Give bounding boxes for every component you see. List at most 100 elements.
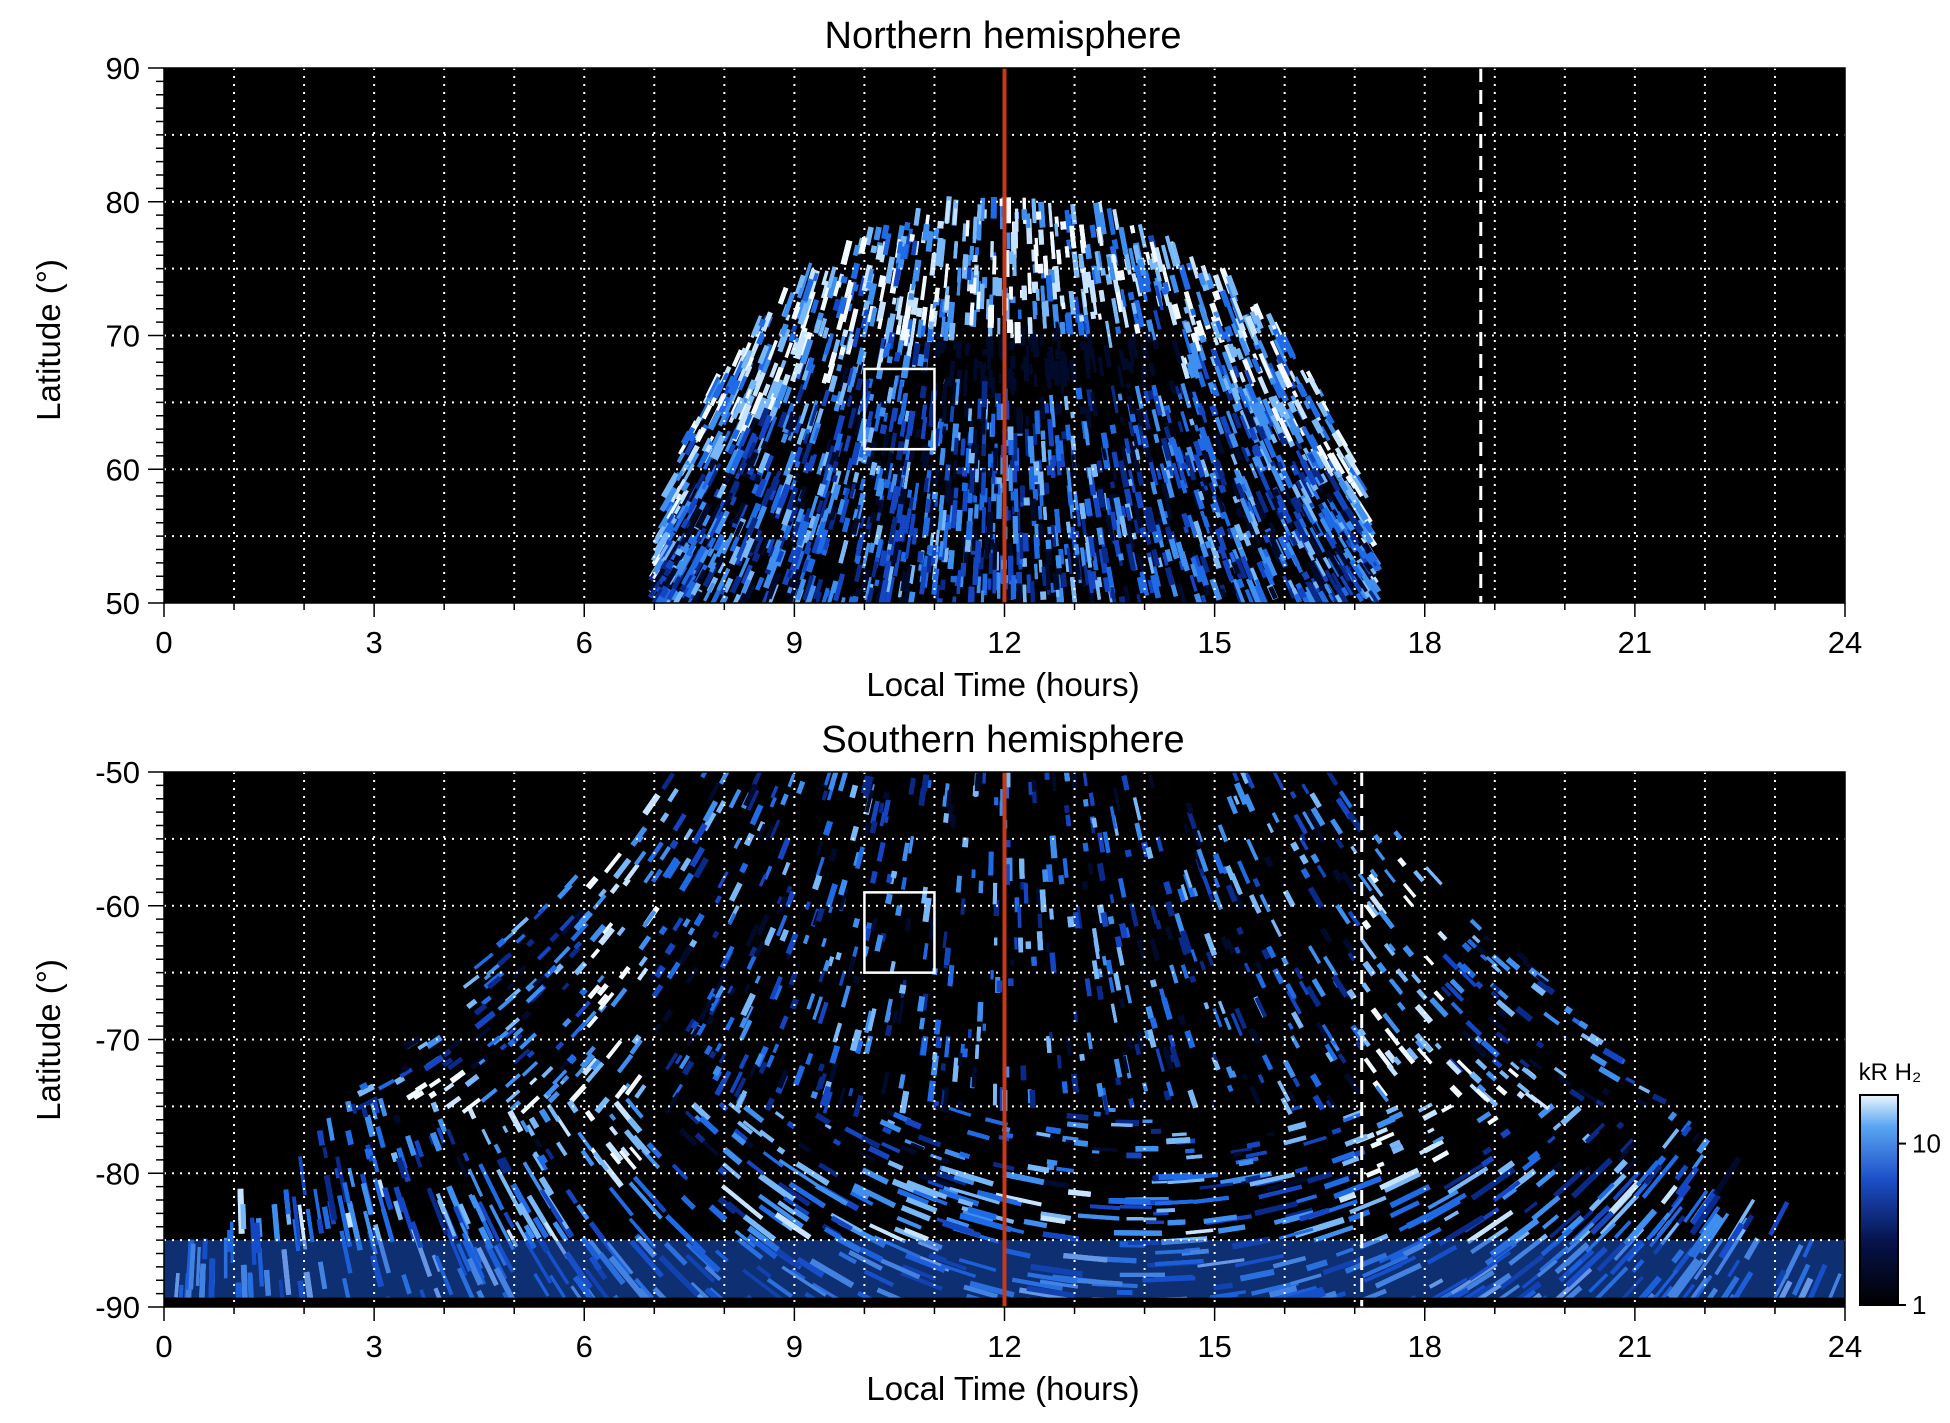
emission-streak <box>934 382 939 392</box>
emission-streak <box>843 469 851 485</box>
emission-streak <box>1278 472 1286 481</box>
emission-streak <box>1030 498 1037 521</box>
emission-streak <box>986 512 994 539</box>
emission-streak <box>1098 212 1107 235</box>
emission-streak <box>1043 482 1050 495</box>
emission-streak <box>666 513 675 524</box>
emission-streak <box>824 333 834 356</box>
emission-streak <box>1231 482 1241 500</box>
emission-streak <box>1295 439 1303 450</box>
emission-streak <box>882 233 892 256</box>
emission-streak <box>865 440 878 469</box>
emission-streak <box>708 504 721 525</box>
emission-streak <box>1151 409 1161 432</box>
emission-streak <box>1100 267 1106 276</box>
emission-streak <box>764 397 772 409</box>
emission-streak <box>1307 560 1326 586</box>
emission-streak <box>1226 304 1240 332</box>
emission-streak <box>967 408 973 422</box>
emission-streak <box>787 569 793 579</box>
emission-streak <box>816 452 827 476</box>
emission-streak <box>709 397 717 407</box>
emission-streak <box>1090 347 1097 373</box>
emission-streak <box>944 464 951 481</box>
emission-streak <box>879 424 888 435</box>
emission-streak <box>1348 466 1368 493</box>
emission-streak <box>910 269 918 291</box>
emission-streak <box>1048 269 1056 284</box>
emission-streak <box>735 542 748 565</box>
emission-streak <box>1153 309 1162 330</box>
emission-streak <box>773 384 788 409</box>
emission-streak <box>1228 433 1239 449</box>
emission-streak <box>801 278 815 303</box>
emission-streak <box>1340 528 1359 553</box>
emission-streak <box>1106 207 1116 235</box>
emission-streak <box>934 529 940 553</box>
emission-streak <box>895 441 905 461</box>
emission-streak <box>698 533 707 545</box>
emission-streak <box>1257 376 1269 395</box>
emission-streak <box>686 575 697 589</box>
emission-streak <box>822 327 830 339</box>
emission-streak <box>1047 418 1055 447</box>
emission-streak <box>1197 272 1207 286</box>
emission-streak <box>898 487 908 505</box>
emission-streak <box>805 357 815 372</box>
emission-streak <box>1240 446 1250 463</box>
emission-streak <box>848 308 859 332</box>
emission-streak <box>808 513 821 541</box>
emission-streak <box>1147 389 1155 400</box>
emission-streak <box>884 256 895 284</box>
emission-streak <box>967 586 975 603</box>
emission-streak <box>698 501 708 512</box>
emission-streak <box>1291 530 1305 550</box>
emission-streak <box>1101 547 1110 564</box>
emission-streak <box>1118 460 1130 488</box>
emission-streak <box>1137 258 1147 277</box>
emission-streak <box>1226 527 1235 540</box>
emission-streak <box>1229 526 1243 549</box>
emission-streak <box>877 274 886 288</box>
emission-streak <box>777 411 788 429</box>
emission-streak <box>1188 256 1200 279</box>
emission-streak <box>1133 323 1141 334</box>
emission-streak <box>1072 511 1078 525</box>
emission-streak <box>881 224 890 240</box>
emission-streak <box>1066 239 1072 250</box>
emission-streak <box>1210 355 1217 366</box>
emission-streak <box>1154 285 1164 311</box>
emission-streak <box>866 282 877 305</box>
emission-streak <box>891 529 900 546</box>
emission-streak <box>1087 569 1094 593</box>
emission-streak <box>906 410 916 436</box>
emission-streak <box>1362 520 1374 534</box>
emission-streak <box>1262 534 1270 544</box>
emission-streak <box>1043 255 1049 278</box>
emission-streak <box>768 539 783 564</box>
emission-streak <box>1233 468 1242 480</box>
emission-streak <box>725 375 736 390</box>
emission-streak <box>1090 311 1096 320</box>
emission-streak <box>727 443 736 455</box>
emission-streak <box>1054 508 1061 533</box>
emission-streak <box>821 537 831 551</box>
emission-streak <box>662 497 675 512</box>
emission-streak <box>1225 274 1239 297</box>
emission-streak <box>1299 480 1313 499</box>
emission-streak <box>1317 590 1330 603</box>
emission-streak <box>1096 576 1103 588</box>
emission-streak <box>822 451 830 467</box>
emission-streak <box>876 348 885 371</box>
emission-streak <box>969 245 974 261</box>
emission-streak <box>777 536 786 549</box>
emission-streak <box>1102 451 1108 461</box>
emission-streak <box>953 241 959 259</box>
emission-streak <box>1040 430 1046 440</box>
emission-streak <box>1312 522 1321 535</box>
emission-streak <box>1054 435 1062 462</box>
emission-streak <box>1084 406 1093 429</box>
emission-streak <box>745 388 752 400</box>
emission-streak <box>1333 489 1349 511</box>
emission-streak <box>800 262 813 290</box>
